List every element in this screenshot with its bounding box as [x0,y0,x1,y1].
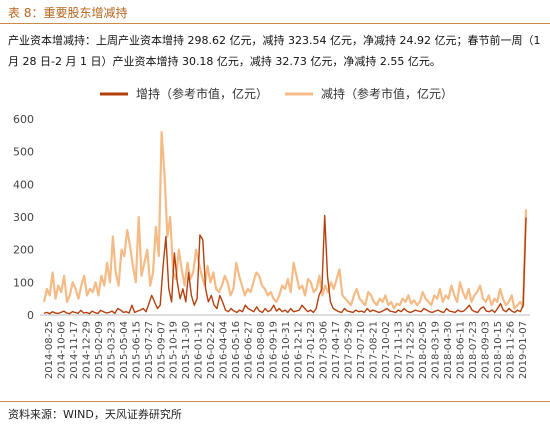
x-tick-label: 2018-04-30 [443,321,454,379]
y-tick-label: 600 [13,113,34,126]
x-tick-label: 2018-10-15 [493,321,504,379]
x-tick-label: 2015-07-27 [144,321,155,379]
x-tick-label: 2015-02-09 [94,321,105,379]
x-tick-label: 2015-11-30 [181,321,192,379]
series-line-decrease [42,130,528,310]
legend-label-1: 增持（参考市值，亿元） [136,86,268,101]
x-tick-label: 2016-10-31 [281,321,292,379]
x-tick-label: 2016-06-27 [244,321,255,379]
x-tick-label: 2016-09-19 [269,321,280,379]
x-tick-label: 2016-12-12 [293,321,304,379]
x-tick-label: 2017-01-23 [306,321,317,379]
y-tick-label: 0 [27,309,34,322]
line-chart: 增持（参考市值，亿元） 减持（参考市值，亿元） 0 100 200 300 400 500 60… [13,86,530,379]
x-tick-label: 2017-12-25 [406,321,417,379]
y-tick-label: 100 [13,276,34,289]
x-tick-label: 2015-03-23 [106,321,117,379]
x-tick-label: 2019-01-07 [518,321,529,379]
x-tick-label: 2018-06-11 [456,321,467,379]
x-tick-label: 2016-02-22 [206,321,217,379]
table-title: 表 8：重要股东增减持 [8,6,128,20]
x-tick-label: 2015-09-07 [156,321,167,379]
x-tick-label: 2014-08-25 [44,321,55,379]
x-tick-label: 2015-10-19 [169,321,180,379]
bottom-divider [0,401,550,402]
x-tick-label: 2017-07-10 [356,321,367,379]
y-tick-label: 300 [13,211,34,224]
x-tick-label: 2018-11-26 [506,321,517,379]
x-tick-label: 2014-12-29 [81,321,92,379]
x-tick-label: 2016-08-08 [256,321,267,379]
x-tick-label: 2017-04-17 [331,321,342,379]
x-tick-label: 2017-11-13 [393,321,404,379]
x-tick-label: 2017-10-02 [381,321,392,379]
x-tick-label: 2014-11-17 [69,321,80,379]
x-tick-label: 2016-04-04 [219,321,230,379]
title-divider [0,23,550,24]
source-note: 资料来源：WIND，天风证券研究所 [8,408,182,421]
y-tick-label: 500 [13,146,34,159]
x-tick-label: 2015-06-15 [131,321,142,379]
x-tick-label: 2016-01-11 [194,321,205,379]
x-tick-label: 2018-07-23 [468,321,479,379]
x-tick-label: 2016-05-16 [231,321,242,379]
x-tick-label: 2018-02-05 [418,321,429,379]
legend-label-2: 减持（参考市值，亿元） [321,86,453,101]
y-tick-label: 400 [13,178,34,191]
title-bar: 表 8：重要股东增减持 [0,0,550,24]
x-tick-label: 2018-09-03 [481,321,492,379]
y-tick-label: 200 [13,244,34,257]
x-tick-label: 2018-03-19 [431,321,442,379]
x-tick-label: 2015-05-04 [119,321,130,379]
series-line-increase [43,214,527,315]
x-tick-label: 2017-05-29 [343,321,354,379]
summary-paragraph: 产业资本增减持：上周产业资本增持 298.62 亿元，减持 323.54 亿元，… [8,34,541,68]
x-tick-label: 2017-03-06 [318,321,329,379]
x-tick-label: 2014-10-06 [56,321,67,379]
x-tick-label: 2017-08-21 [368,321,379,379]
